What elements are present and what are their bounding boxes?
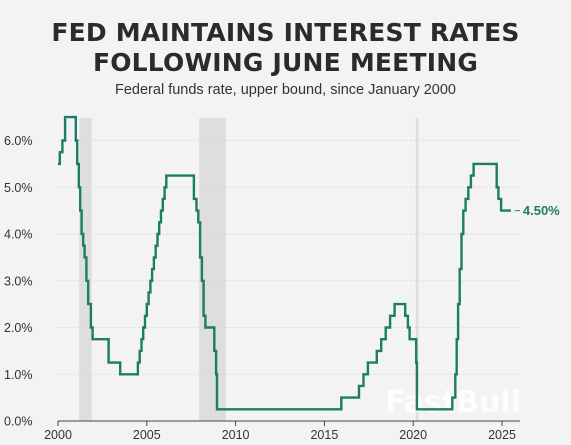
gridlines	[58, 140, 520, 375]
y-tick-label: 3.0%	[4, 274, 33, 288]
y-tick-label: 6.0%	[4, 134, 33, 148]
series-line-fed-funds-rate	[58, 115, 511, 411]
y-tick-label: 0.0%	[4, 415, 33, 429]
series-line-layer	[58, 115, 511, 411]
chart-subtitle: Federal funds rate, upper bound, since J…	[115, 82, 456, 98]
y-tick-label: 4.0%	[4, 228, 33, 242]
recession-band-3	[415, 118, 419, 421]
x-tick-label: 2000	[44, 428, 72, 442]
y-tick-label: 2.0%	[4, 321, 33, 335]
y-axis-tick-labels: 0.0% 1.0% 2.0% 3.0% 4.0% 5.0% 6.0%	[4, 134, 33, 429]
y-tick-label: 1.0%	[4, 368, 33, 382]
y-tick-label: 5.0%	[4, 181, 33, 195]
end-value-label: 4.50%	[523, 203, 560, 218]
recession-bands	[79, 118, 419, 421]
x-tick-label: 2015	[310, 428, 338, 442]
recession-band-2	[199, 118, 226, 421]
end-label-layer: 4.50%	[514, 203, 560, 218]
chart-title: FED MAINTAINS INTEREST RATES FOLLOWING J…	[0, 18, 571, 78]
title-line-1: FED MAINTAINS INTEREST RATES	[51, 18, 520, 47]
x-tick-label: 2005	[133, 428, 161, 442]
title-line-2: FOLLOWING JUNE MEETING	[92, 48, 479, 77]
x-tick-label: 2025	[488, 428, 516, 442]
x-axis: 2000 2005 2010 2015 2020 2025	[44, 420, 520, 442]
x-tick-label: 2010	[222, 428, 250, 442]
x-tick-label: 2020	[399, 428, 427, 442]
